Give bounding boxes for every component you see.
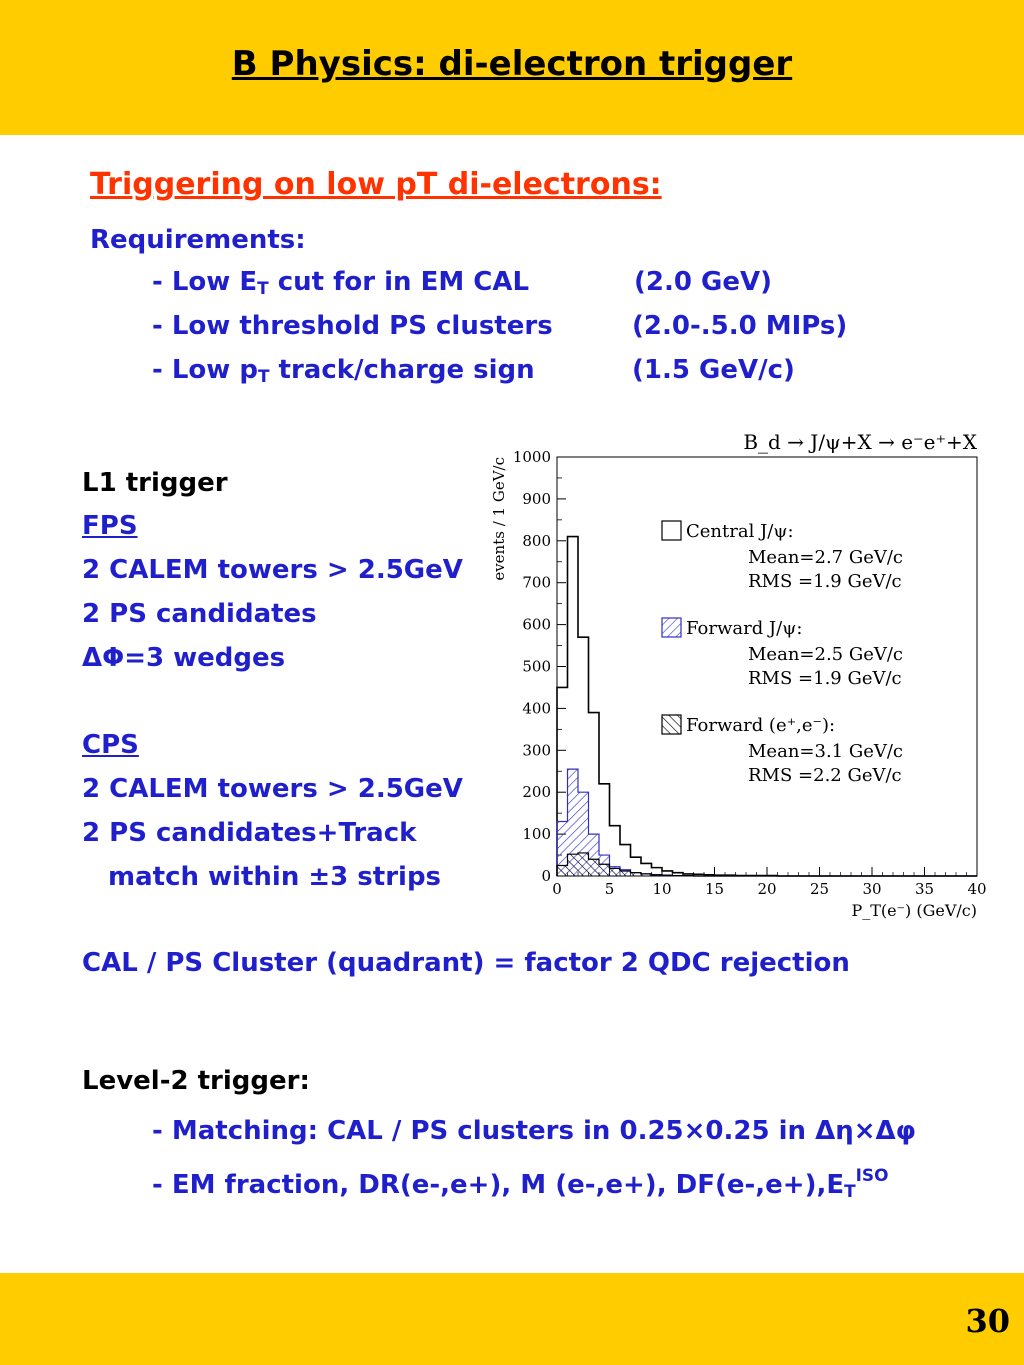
cps-line-1: 2 CALEM towers > 2.5GeV bbox=[82, 774, 463, 804]
y-tick-label: 200 bbox=[522, 783, 551, 801]
y-tick-label: 1000 bbox=[513, 448, 551, 466]
requirement-ps-clusters: - Low threshold PS clusters bbox=[152, 311, 553, 341]
histogram-bar bbox=[578, 792, 589, 876]
x-tick-label: 15 bbox=[705, 880, 724, 898]
y-tick-label: 500 bbox=[522, 658, 551, 676]
header-band bbox=[0, 0, 1024, 135]
level2-heading: Level-2 trigger: bbox=[82, 1066, 310, 1096]
legend-rms: RMS =1.9 GeV/c bbox=[748, 571, 902, 592]
histogram-outline bbox=[556, 852, 977, 877]
histogram-bar bbox=[578, 852, 589, 876]
qdc-rejection-note: CAL / PS Cluster (quadrant) = factor 2 Q… bbox=[82, 948, 850, 978]
cps-line-3: match within ±3 strips bbox=[108, 862, 442, 892]
requirement-ps-value: (2.0-.5.0 MIPs) bbox=[632, 311, 848, 341]
x-axis-label: P_T(e⁻) (GeV/c) bbox=[851, 901, 977, 920]
page-number: 30 bbox=[965, 1302, 1010, 1340]
requirement-et-value: (2.0 GeV) bbox=[634, 267, 772, 297]
legend-swatch bbox=[661, 617, 682, 638]
histogram-series-3 bbox=[556, 852, 977, 877]
y-tick-label: 800 bbox=[522, 532, 551, 550]
legend-swatch bbox=[661, 520, 682, 541]
y-axis-label: events / 1 GeV/c bbox=[490, 457, 508, 581]
x-tick-label: 10 bbox=[652, 880, 671, 898]
level2-line-2: - EM fraction, DR(e-,e+), M (e-,e+), DF(… bbox=[152, 1165, 889, 1201]
histogram-bar bbox=[630, 872, 641, 876]
histogram-bar bbox=[588, 834, 599, 876]
cps-label: CPS bbox=[82, 730, 139, 760]
x-tick-label: 25 bbox=[810, 880, 829, 898]
legend-mean: Mean=2.7 GeV/c bbox=[748, 547, 903, 568]
x-tick-label: 30 bbox=[862, 880, 881, 898]
x-tick-label: 35 bbox=[915, 880, 934, 898]
x-tick-label: 5 bbox=[605, 880, 615, 898]
legend-mean: Mean=2.5 GeV/c bbox=[748, 644, 903, 665]
legend-rms: RMS =2.2 GeV/c bbox=[748, 765, 902, 786]
legend-series-name: Forward J/ψ: bbox=[686, 618, 802, 639]
histogram-bar bbox=[651, 874, 662, 876]
requirement-pt-value: (1.5 GeV/c) bbox=[632, 355, 795, 385]
histogram-bar bbox=[567, 769, 578, 876]
section-title: Triggering on low pT di-electrons: bbox=[90, 167, 662, 202]
slide-title: B Physics: di-electron trigger bbox=[231, 44, 793, 84]
requirements-label: Requirements: bbox=[90, 225, 306, 255]
histogram-bar bbox=[609, 868, 620, 876]
y-tick-label: 900 bbox=[522, 490, 551, 508]
histogram-bar bbox=[641, 873, 652, 876]
y-tick-label: 0 bbox=[541, 867, 551, 885]
y-tick-label: 300 bbox=[522, 741, 551, 759]
histogram-bar bbox=[620, 870, 631, 876]
requirement-et-cut: - Low ET cut for in EM CAL bbox=[152, 267, 530, 298]
pt-histogram-chart: 0 100 200 300 400 500 600 700 800 900 1000 0 5 10 15 20… bbox=[490, 430, 987, 920]
y-tick-label: 400 bbox=[522, 699, 551, 717]
y-tick-label: 600 bbox=[522, 616, 551, 634]
fps-line-1: 2 CALEM towers > 2.5GeV bbox=[82, 555, 463, 585]
x-tick-label: 0 bbox=[552, 880, 562, 898]
l1-heading: L1 trigger bbox=[82, 468, 228, 498]
histogram-bar bbox=[567, 854, 578, 876]
histogram-bar bbox=[588, 859, 599, 876]
fps-label: FPS bbox=[82, 511, 138, 541]
histogram-bar bbox=[557, 865, 568, 876]
legend-rms: RMS =1.9 GeV/c bbox=[748, 668, 902, 689]
y-tick-label: 100 bbox=[522, 825, 551, 843]
plot-frame bbox=[556, 456, 978, 877]
requirement-pt-track: - Low pT track/charge sign bbox=[152, 355, 535, 386]
cps-line-2: 2 PS candidates+Track bbox=[82, 818, 417, 848]
histogram-bar bbox=[599, 864, 610, 876]
fps-line-2: 2 PS candidates bbox=[82, 599, 317, 629]
footer-band bbox=[0, 1273, 1024, 1365]
histogram-bar bbox=[557, 821, 568, 876]
level2-line-1: - Matching: CAL / PS clusters in 0.25×0.… bbox=[152, 1116, 916, 1146]
x-tick-label: 20 bbox=[757, 880, 776, 898]
y-tick-label: 700 bbox=[522, 574, 551, 592]
legend-swatch bbox=[661, 714, 682, 735]
chart-title: B_d → J/ψ+X → e⁻e⁺+X bbox=[743, 430, 977, 454]
legend-series-name: Central J/ψ: bbox=[686, 521, 794, 542]
fps-line-3: ΔΦ=3 wedges bbox=[82, 643, 286, 673]
x-tick-label: 40 bbox=[967, 880, 986, 898]
legend-series-name: Forward (e⁺,e⁻): bbox=[686, 715, 835, 736]
legend-mean: Mean=3.1 GeV/c bbox=[748, 741, 903, 762]
